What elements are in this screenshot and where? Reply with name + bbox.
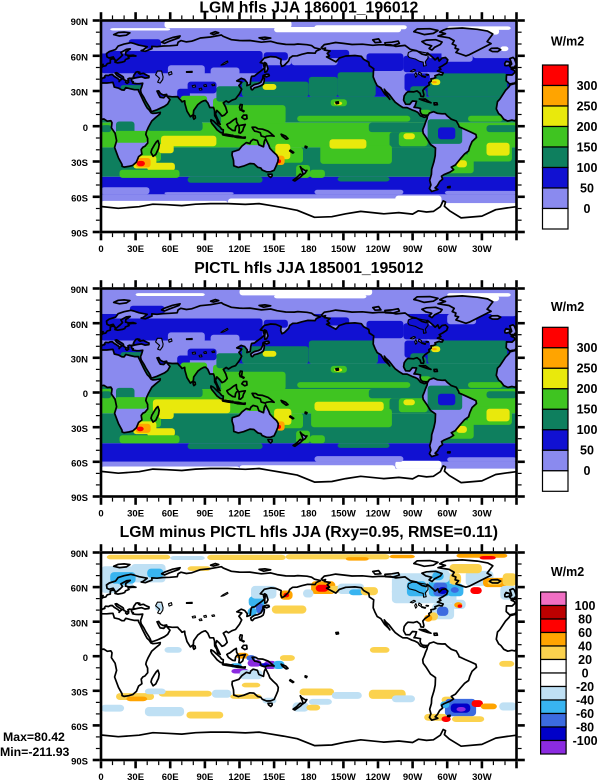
svg-text:60S: 60S [71, 458, 88, 469]
svg-text:0: 0 [584, 464, 591, 478]
svg-text:150: 150 [577, 140, 598, 154]
svg-text:0: 0 [98, 772, 103, 782]
svg-text:20: 20 [578, 653, 592, 667]
svg-text:30N: 30N [71, 354, 89, 365]
svg-text:50: 50 [580, 444, 594, 458]
svg-text:50: 50 [580, 181, 594, 195]
svg-text:-40: -40 [576, 693, 594, 707]
svg-text:90N: 90N [71, 285, 89, 296]
svg-text:60E: 60E [162, 509, 179, 520]
svg-text:100: 100 [575, 599, 596, 613]
svg-text:100: 100 [577, 423, 598, 437]
svg-text:60E: 60E [162, 772, 179, 782]
svg-text:90S: 90S [71, 757, 88, 768]
svg-text:-20: -20 [576, 680, 594, 694]
svg-text:120W: 120W [366, 772, 391, 782]
svg-text:W/m2: W/m2 [551, 300, 584, 314]
svg-text:90W: 90W [403, 244, 423, 255]
svg-text:60W: 60W [437, 244, 457, 255]
svg-text:150W: 150W [331, 244, 356, 255]
svg-text:120W: 120W [366, 509, 391, 520]
svg-text:250: 250 [577, 362, 598, 376]
svg-text:90E: 90E [196, 244, 213, 255]
svg-text:30W: 30W [472, 509, 492, 520]
svg-text:150W: 150W [331, 509, 356, 520]
svg-text:-100: -100 [573, 734, 598, 748]
svg-text:250: 250 [577, 99, 598, 113]
svg-text:LGM hfls JJA 186001_196012: LGM hfls JJA 186001_196012 [199, 0, 418, 17]
svg-text:120E: 120E [228, 772, 250, 782]
svg-text:90N: 90N [71, 17, 89, 28]
svg-text:W/m2: W/m2 [551, 565, 584, 579]
svg-text:-80: -80 [576, 720, 594, 734]
svg-text:180: 180 [301, 772, 317, 782]
svg-text:200: 200 [577, 120, 598, 134]
svg-text:Min=-211.93: Min=-211.93 [0, 745, 70, 759]
svg-text:30E: 30E [127, 772, 144, 782]
svg-text:0: 0 [98, 244, 103, 255]
svg-text:Max=80.42: Max=80.42 [3, 730, 65, 744]
svg-text:30S: 30S [71, 424, 88, 435]
svg-text:300: 300 [577, 341, 598, 355]
svg-text:30E: 30E [127, 509, 144, 520]
svg-text:90N: 90N [71, 549, 89, 560]
svg-text:30W: 30W [472, 772, 492, 782]
svg-text:30S: 30S [71, 687, 88, 698]
svg-text:W/m2: W/m2 [551, 35, 584, 49]
svg-text:60N: 60N [71, 320, 89, 331]
svg-text:150E: 150E [263, 509, 285, 520]
svg-text:150: 150 [577, 403, 598, 417]
svg-text:150E: 150E [263, 772, 285, 782]
svg-text:120W: 120W [366, 244, 391, 255]
svg-text:90W: 90W [403, 509, 423, 520]
svg-text:300: 300 [577, 79, 598, 93]
svg-text:150E: 150E [263, 244, 285, 255]
svg-text:180: 180 [301, 509, 317, 520]
svg-text:0: 0 [83, 389, 88, 400]
svg-text:90S: 90S [71, 229, 88, 240]
svg-text:60W: 60W [437, 772, 457, 782]
svg-text:PICTL hfls JJA 185001_195012: PICTL hfls JJA 185001_195012 [194, 260, 423, 277]
svg-text:60N: 60N [71, 584, 89, 595]
svg-text:0: 0 [83, 123, 88, 134]
svg-text:60S: 60S [71, 193, 88, 204]
svg-text:60S: 60S [71, 722, 88, 733]
svg-text:30N: 30N [71, 618, 89, 629]
svg-text:150W: 150W [331, 772, 356, 782]
svg-text:30E: 30E [127, 244, 144, 255]
svg-text:30N: 30N [71, 88, 89, 99]
svg-text:200: 200 [577, 382, 598, 396]
svg-text:0: 0 [83, 653, 88, 664]
svg-text:90E: 90E [196, 772, 213, 782]
svg-text:60W: 60W [437, 509, 457, 520]
svg-text:60E: 60E [162, 244, 179, 255]
svg-text:100: 100 [577, 161, 598, 175]
svg-text:60: 60 [578, 626, 592, 640]
svg-text:0: 0 [98, 509, 103, 520]
svg-text:40: 40 [578, 639, 592, 653]
svg-text:90W: 90W [403, 772, 423, 782]
svg-text:-60: -60 [576, 707, 594, 721]
svg-text:180: 180 [301, 244, 317, 255]
svg-text:LGM minus PICTL hfls JJA (Rxy=: LGM minus PICTL hfls JJA (Rxy=0.95, RMSE… [120, 524, 498, 541]
svg-text:60N: 60N [71, 52, 89, 63]
svg-text:30S: 30S [71, 158, 88, 169]
svg-text:90S: 90S [71, 493, 88, 504]
svg-text:120E: 120E [228, 509, 250, 520]
svg-text:30W: 30W [472, 244, 492, 255]
svg-text:0: 0 [582, 666, 589, 680]
svg-text:80: 80 [578, 612, 592, 626]
svg-text:90E: 90E [196, 509, 213, 520]
svg-text:120E: 120E [228, 244, 250, 255]
svg-text:0: 0 [584, 202, 591, 216]
